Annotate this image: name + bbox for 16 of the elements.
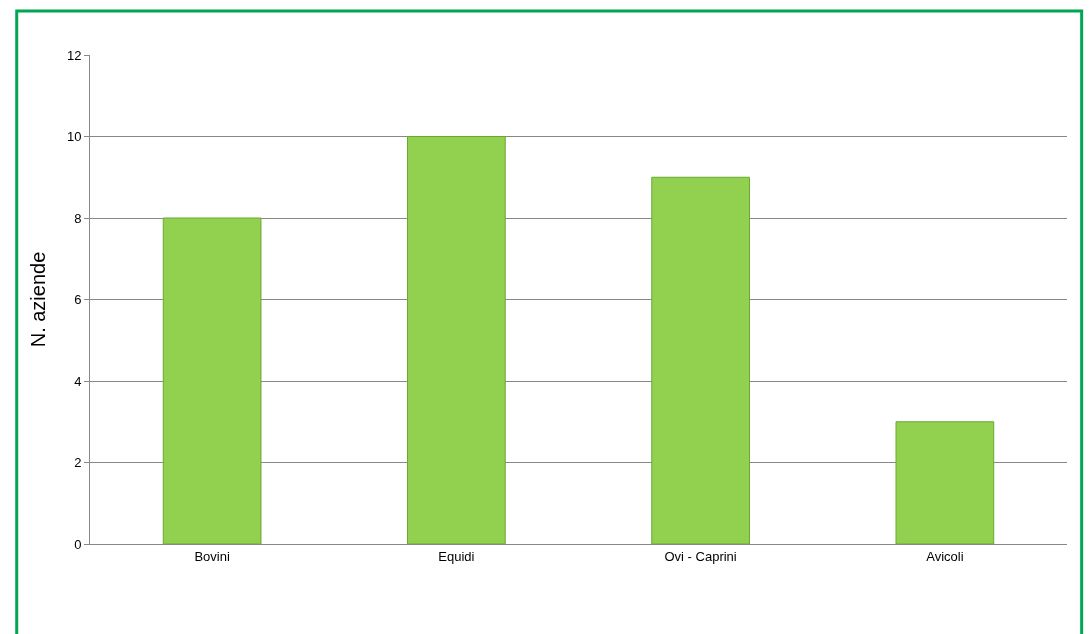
x-tick-label: Bovini	[194, 548, 230, 564]
bar	[895, 421, 995, 544]
bar	[651, 176, 750, 544]
y-axis-title: N. aziende	[27, 251, 50, 348]
bar	[162, 217, 262, 544]
y-tick-label: 8	[74, 210, 82, 226]
y-tick-label: 2	[74, 455, 82, 471]
y-tick-label: 6	[74, 292, 82, 308]
y-tick-label: 0	[74, 536, 82, 552]
y-tick-label: 12	[66, 47, 82, 63]
x-tick-label: Ovi - Caprini	[664, 548, 737, 564]
x-tick-label: Avicoli	[926, 548, 964, 564]
x-tick-label: Equidi	[438, 548, 475, 564]
y-tick-label: 10	[66, 129, 82, 145]
bar	[407, 136, 506, 544]
y-tick-label: 4	[74, 373, 82, 389]
